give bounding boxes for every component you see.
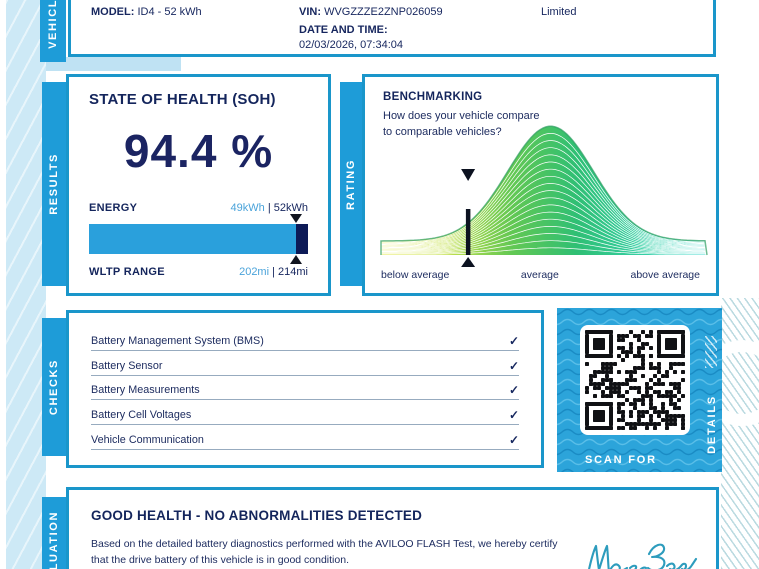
checkmark-icon: ✓	[508, 383, 519, 398]
check-row: Vehicle Communication ✓	[91, 425, 519, 450]
evaluation-heading: GOOD HEALTH - NO ABNORMALITIES DETECTED	[91, 508, 423, 523]
check-row: Battery Sensor ✓	[91, 351, 519, 376]
section-band-evaluation: EVALUATION	[42, 497, 66, 569]
energy-current: 49kWh	[230, 201, 265, 214]
partner-text: Limited	[541, 6, 577, 18]
check-row: Battery Management System (BMS) ✓	[91, 326, 519, 351]
wltp-row: WLTP RANGE 202mi | 214mi	[89, 266, 308, 278]
energy-bar-fill	[89, 223, 296, 254]
energy-row: ENERGY 49kWh | 52kWh	[89, 202, 308, 214]
check-label: Battery Sensor	[91, 359, 163, 372]
section-band-results: RESULTS	[42, 82, 66, 286]
check-label: Battery Management System (BMS)	[91, 334, 264, 347]
benchmarking-title: BENCHMARKING	[383, 91, 483, 103]
model-value: ID4 - 52 kWh	[137, 6, 202, 18]
check-label: Battery Cell Voltages	[91, 409, 192, 422]
model-label: MODEL:	[91, 6, 135, 18]
hatch-marks-icon	[705, 336, 717, 368]
check-label: Vehicle Communication	[91, 433, 204, 446]
chart-tick-label: average	[520, 269, 559, 281]
soh-title: STATE OF HEALTH (SOH)	[89, 91, 276, 108]
evaluation-body: Based on the detailed battery diagnostic…	[91, 538, 558, 566]
results-card: STATE OF HEALTH (SOH) 94.4 % ENERGY 49kW…	[66, 74, 331, 296]
vehicle-vin-field: VIN: WVGZZZE2ZNP026059	[299, 6, 443, 18]
energy-values: 49kWh | 52kWh	[231, 202, 308, 214]
check-row: Battery Cell Voltages ✓	[91, 400, 519, 426]
datetime-label: DATE AND TIME:	[299, 24, 388, 36]
decorative-block	[46, 57, 181, 71]
qr-details-label: DETAILS	[706, 395, 718, 454]
checks-card: Battery Management System (BMS) ✓ Battery …	[66, 310, 544, 468]
vehicle-info-card: MODEL: ID4 - 52 kWh VIN: WVGZZZE2ZNP0260…	[68, 0, 716, 57]
wltp-separator: |	[272, 265, 275, 278]
section-label-results: RESULTS	[48, 153, 60, 215]
wltp-values: 202mi | 214mi	[239, 266, 308, 278]
section-label-rating: RATING	[345, 158, 357, 210]
chart-tick-label: below average	[381, 269, 450, 281]
energy-separator: |	[267, 201, 271, 214]
signature	[588, 543, 698, 569]
soh-value: 94.4 %	[123, 125, 274, 177]
right-hatch-pattern	[721, 298, 759, 569]
checkmark-icon: ✓	[508, 432, 519, 447]
chart-tick-label: above average	[630, 269, 700, 281]
benchmark-marker-down-icon	[461, 169, 476, 181]
vehicle-model-field: MODEL: ID4 - 52 kWh	[91, 6, 202, 18]
benchmark-marker-up-icon	[461, 257, 476, 267]
checks-list: Battery Management System (BMS) ✓ Battery …	[69, 313, 541, 450]
wltp-current: 202mi	[239, 265, 270, 278]
benchmarking-question: How does your vehicle compare to compara…	[383, 110, 540, 138]
checkmark-icon: ✓	[508, 408, 519, 423]
vin-label: VIN:	[299, 6, 321, 18]
checkmark-icon: ✓	[508, 333, 519, 348]
benchmark-distribution-chart	[380, 125, 708, 267]
wltp-total: 214mi	[278, 265, 308, 278]
section-band-checks: CHECKS	[42, 318, 66, 456]
benchmark-marker-bar	[465, 209, 471, 255]
section-label-vehicle: VEHICLE	[47, 0, 59, 49]
energy-total: 52kWh	[273, 201, 308, 214]
benchmarking-card: BENCHMARKING How does your vehicle compa…	[362, 74, 719, 296]
section-label-evaluation: EVALUATION	[48, 511, 60, 569]
check-row: Battery Measurements ✓	[91, 376, 519, 401]
evaluation-card: GOOD HEALTH - NO ABNORMALITIES DETECTED …	[66, 487, 719, 569]
energy-marker-up-icon	[289, 254, 302, 264]
energy-marker-down-icon	[289, 213, 302, 223]
qr-scan-for-label: SCAN FOR	[585, 454, 657, 466]
wltp-label: WLTP RANGE	[89, 265, 165, 278]
energy-label: ENERGY	[89, 201, 138, 214]
qr-block: SCAN FOR DETAILS	[557, 308, 722, 472]
benchmarking-header: BENCHMARKING How does your vehicle compa…	[383, 91, 543, 141]
section-label-checks: CHECKS	[48, 358, 60, 416]
left-decorative-strip	[6, 0, 46, 569]
qr-panel	[580, 325, 690, 435]
chart-tick-labels: below average average above average	[381, 269, 700, 281]
datetime-value: 02/03/2026, 07:34:04	[299, 39, 403, 51]
vin-value: WVGZZZE2ZNP026059	[324, 6, 443, 18]
check-label: Battery Measurements	[91, 384, 200, 397]
section-band-vehicle: VEHICLE	[40, 0, 66, 62]
checkmark-icon: ✓	[508, 358, 519, 373]
energy-bar	[89, 213, 308, 264]
qr-code-icon	[585, 330, 685, 430]
section-band-rating: RATING	[340, 82, 362, 286]
